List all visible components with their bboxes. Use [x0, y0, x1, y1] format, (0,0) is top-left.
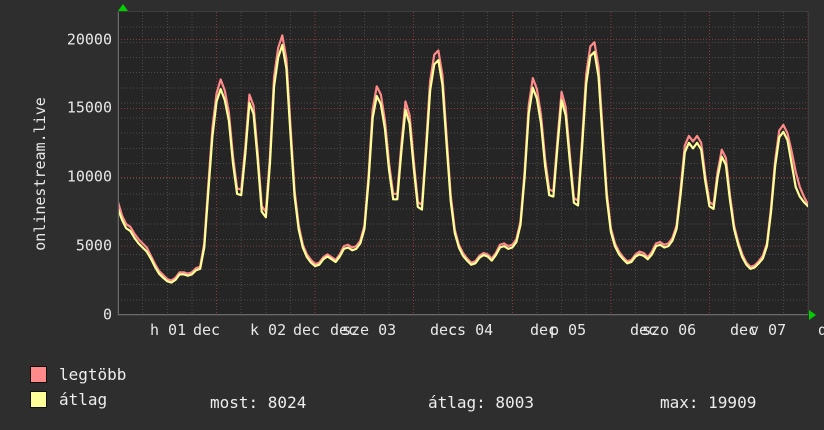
x-tick-label: v 07	[750, 321, 787, 339]
x-axis-tick-labels: h 01 dec k 02 dec sze 03 dec cs 04 dec p 05 dec sz…	[118, 320, 824, 344]
x-tick-label: h 01	[150, 321, 187, 339]
plot-area[interactable]	[118, 12, 808, 315]
right-arrow-icon	[809, 310, 816, 320]
y-axis-tick-labels: 20000 15000 10000 5000 0	[8, 12, 112, 322]
stat-average: átlag: 8003	[428, 393, 534, 412]
x-tick-label: dec	[630, 321, 658, 339]
legend-label-avg: átlag	[59, 389, 108, 409]
x-tick-label: dec	[730, 321, 758, 339]
x-tick-label: cs 04	[448, 321, 494, 339]
x-tick-label: dec	[193, 321, 221, 339]
x-tick-label: dec	[293, 321, 321, 339]
y-tick-0: 0	[102, 305, 112, 324]
stat-max: max: 19909	[660, 393, 757, 412]
up-arrow-icon	[118, 4, 128, 11]
plot-canvas	[118, 12, 808, 315]
y-tick-5000: 5000	[75, 236, 112, 255]
stat-current: most: 8024	[210, 393, 307, 412]
x-tick-label: dec	[330, 321, 358, 339]
x-tick-label: dec	[430, 321, 458, 339]
legend-swatch-max	[30, 366, 47, 383]
x-tick-label: p 05	[550, 321, 587, 339]
x-tick-label: k 02	[250, 321, 287, 339]
x-tick-label: dec	[530, 321, 558, 339]
stats-footer: most: 8024 átlag: 8003 max: 19909	[0, 393, 824, 417]
y-tick-20000: 20000	[66, 30, 112, 49]
legend: legtöbb átlag	[30, 362, 126, 412]
legend-item-max[interactable]: legtöbb	[30, 362, 126, 387]
y-tick-15000: 15000	[66, 98, 112, 117]
x-tick-label: szo 06	[642, 321, 697, 339]
legend-swatch-avg	[30, 391, 47, 408]
x-tick-label: d	[818, 321, 824, 339]
legend-label-max: legtöbb	[59, 364, 127, 384]
y-tick-10000: 10000	[66, 167, 112, 186]
legend-item-avg[interactable]: átlag	[30, 387, 126, 412]
x-tick-label: sze 03	[342, 321, 397, 339]
